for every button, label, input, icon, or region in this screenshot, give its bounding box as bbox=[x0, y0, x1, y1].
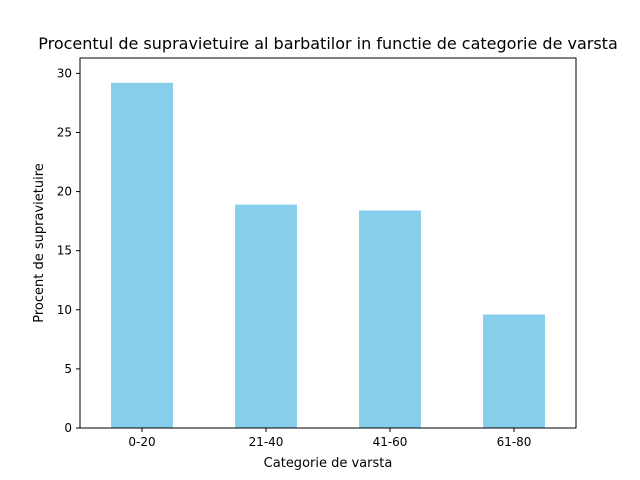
y-tick-label-10: 10 bbox=[57, 303, 72, 317]
x-axis: 0-20 21-40 41-60 61-80 bbox=[128, 428, 531, 449]
bar-21-40 bbox=[235, 204, 297, 428]
bars bbox=[111, 82, 545, 428]
y-tick-label-20: 20 bbox=[57, 185, 72, 199]
y-tick-label-5: 5 bbox=[64, 362, 72, 376]
y-tick-label-15: 15 bbox=[57, 244, 72, 258]
x-tick-label-61-80: 61-80 bbox=[497, 435, 532, 449]
y-tick-label-0: 0 bbox=[64, 421, 72, 435]
y-axis: 0 5 10 15 20 25 30 bbox=[57, 66, 80, 435]
x-tick-label-0-20: 0-20 bbox=[128, 435, 155, 449]
y-tick-label-25: 25 bbox=[57, 125, 72, 139]
bar-61-80 bbox=[483, 314, 545, 428]
chart-title: Procentul de supravietuire al barbatilor… bbox=[38, 34, 618, 53]
x-tick-label-21-40: 21-40 bbox=[249, 435, 284, 449]
x-tick-label-41-60: 41-60 bbox=[373, 435, 408, 449]
plot-frame bbox=[79, 57, 577, 429]
x-axis-label: Categorie de varsta bbox=[264, 456, 393, 471]
y-tick-label-30: 30 bbox=[57, 66, 72, 80]
bar-0-20 bbox=[111, 82, 173, 428]
y-axis-label: Procent de supravietuire bbox=[32, 163, 47, 323]
plot-area bbox=[79, 57, 577, 429]
bar-41-60 bbox=[359, 210, 421, 428]
